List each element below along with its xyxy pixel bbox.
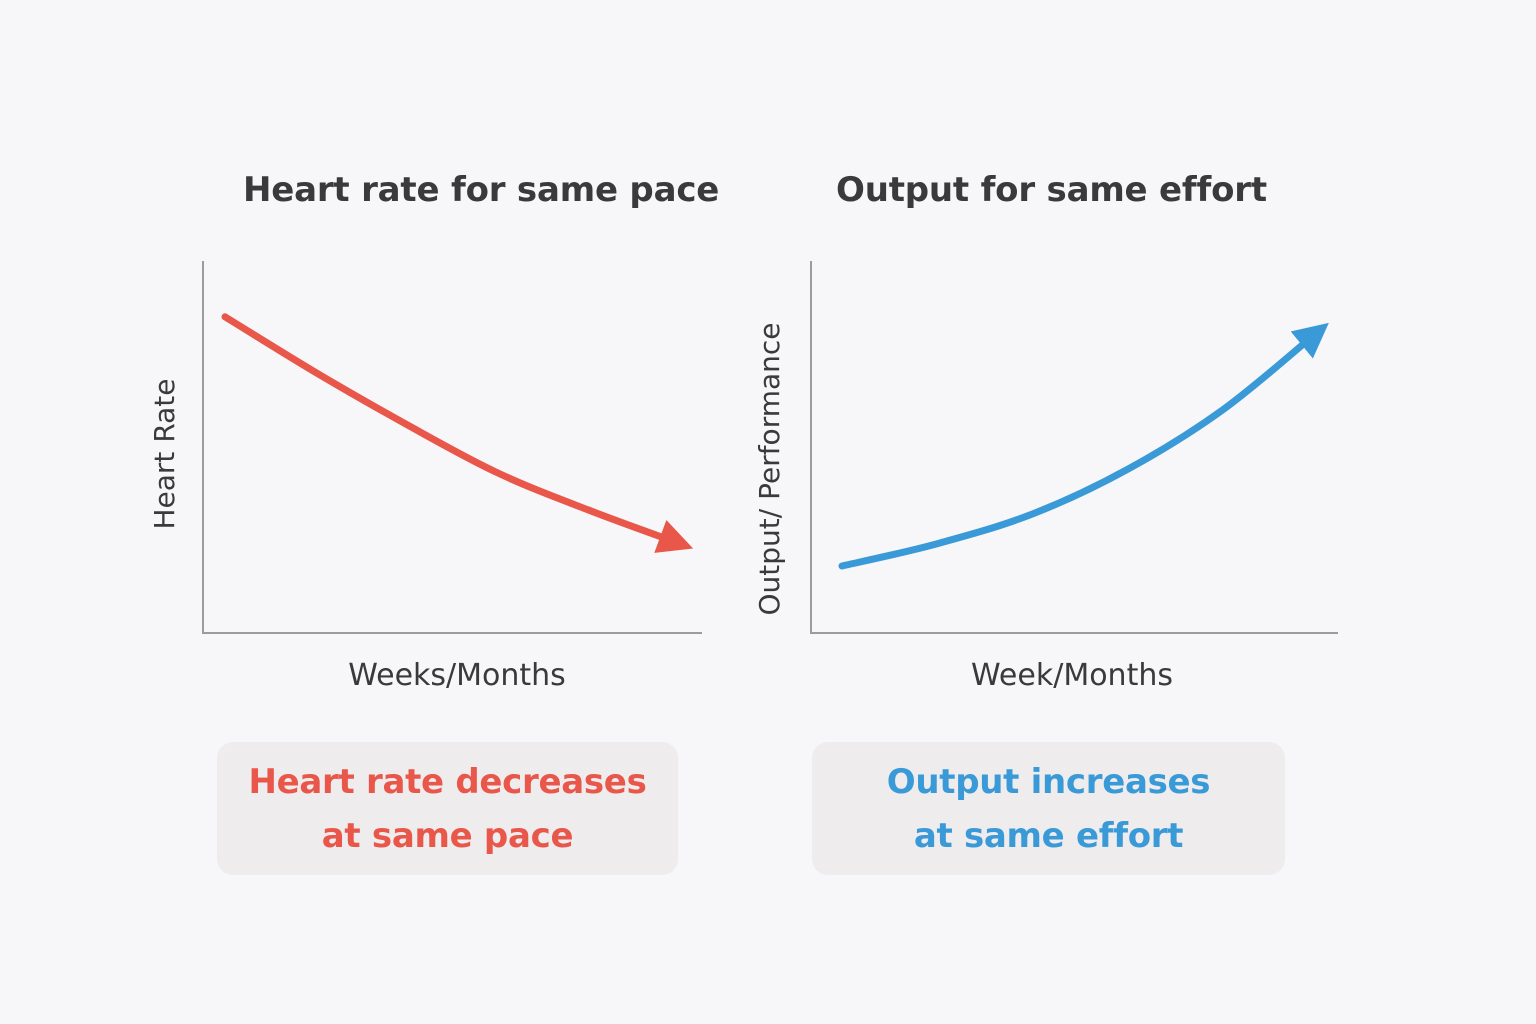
heart-rate-trend-line: [221, 313, 694, 553]
y-axis-label-right: Output/ Performance: [753, 322, 786, 615]
left-chart-axes: [202, 261, 702, 634]
callout-right-line2: at same effort: [913, 815, 1184, 856]
x-axis-label-right: Week/Months: [971, 658, 1173, 693]
y-axis-label-left: Heart Rate: [148, 378, 181, 529]
chart-title-heart-rate: Heart rate for same pace: [243, 170, 720, 210]
callout-left-line1: Heart rate decreases: [248, 761, 647, 802]
output-trend-line: [838, 322, 1329, 570]
callout-right-line1: Output increases: [886, 761, 1211, 802]
right-chart-axes: [810, 261, 1338, 634]
x-axis-label-left: Weeks/Months: [348, 658, 566, 693]
callout-left-line2: at same pace: [321, 815, 574, 856]
chart-title-output: Output for same effort: [836, 170, 1267, 210]
callout-output-increases: Output increases at same effort: [812, 742, 1285, 875]
callout-heart-rate-decreases: Heart rate decreases at same pace: [217, 742, 678, 875]
